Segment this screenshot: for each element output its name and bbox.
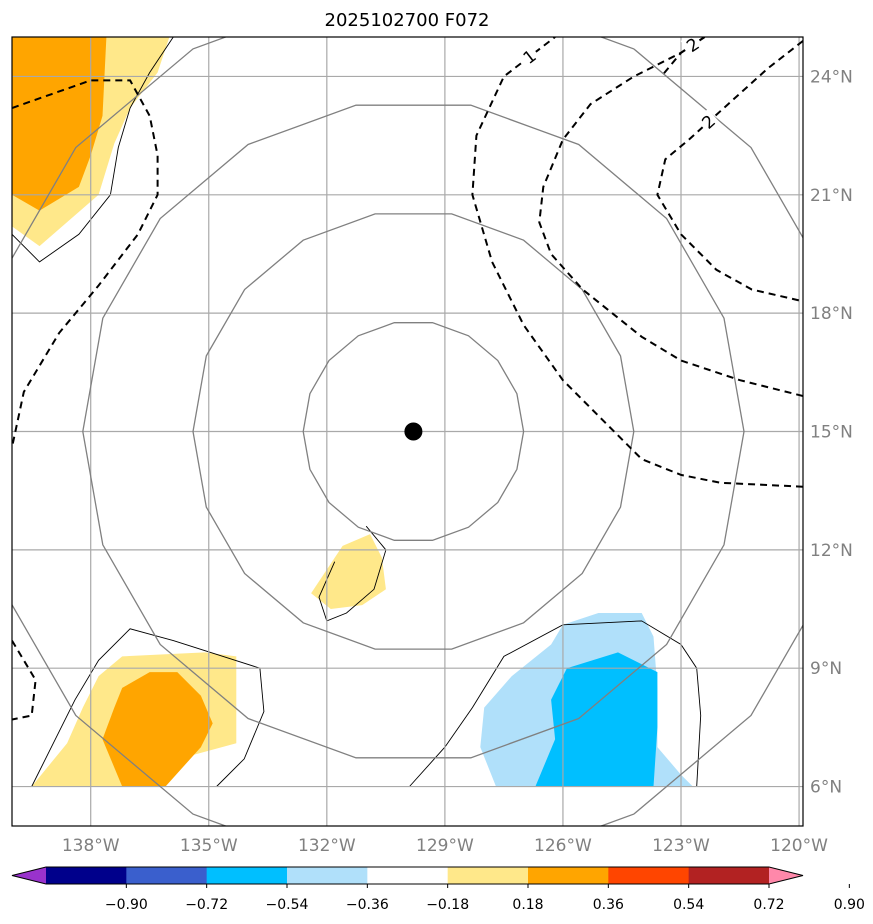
lat-tick-label: 24°N: [810, 67, 853, 87]
dashed-contour-5: [656, 40, 803, 303]
lon-tick-label: 129°W: [416, 836, 474, 856]
lon-tick-label: 132°W: [298, 836, 356, 856]
range-ring-2: [82, 104, 745, 759]
dashed-contour-0: [12, 79, 159, 448]
colorbar-segment: [608, 867, 690, 884]
colorbar-segment: [46, 867, 127, 884]
lat-tick-label: 15°N: [810, 423, 853, 443]
lat-tick-label: 9°N: [810, 659, 842, 679]
colorbar-tick-label: −0.54: [266, 897, 309, 913]
colorbar: −0.90 −0.72 −0.54 −0.36 −0.18 0.18 0.36 0.54 0.7…: [11, 866, 865, 913]
range-ring-1: [192, 213, 635, 650]
lat-tick-label: 12°N: [810, 541, 853, 561]
contour-label-bg: [680, 37, 706, 58]
dashed-contour-1: [12, 640, 37, 721]
colorbar-segment: [126, 867, 208, 884]
colorbar-tick-label: −0.18: [426, 897, 469, 913]
colorbar-extend-low: [12, 867, 46, 884]
lat-tick-label: 21°N: [810, 186, 853, 206]
map-plot-area: 122: [12, 37, 803, 826]
shaded-region-1: [12, 37, 107, 211]
contour-label-bg: [517, 43, 542, 70]
lon-tick-label: 120°W: [770, 836, 828, 856]
colorbar-tick-label: 0.72: [753, 897, 784, 913]
lat-tick-label: 18°N: [810, 304, 853, 324]
chart-title: 2025102700 F072: [325, 10, 490, 31]
axis-labels: 6°N 9°N 12°N 15°N 18°N 21°N 24°N 138°W 135°W 132°…: [62, 67, 853, 856]
colorbar-tick-label: 0.18: [512, 897, 543, 913]
colorbar-segment: [287, 867, 368, 884]
colorbar-tick-label: 0.90: [834, 897, 865, 913]
shaded-region-2: [311, 534, 386, 609]
colorbar-tick-label: −0.72: [185, 897, 228, 913]
colorbar-segment: [206, 867, 288, 884]
contour-label-bg: [695, 109, 722, 135]
colorbar-segment: [528, 867, 609, 884]
lon-tick-label: 123°W: [652, 836, 710, 856]
outline-contour-0: [12, 37, 174, 263]
shaded-region-6: [535, 652, 658, 787]
colorbar-segment: [367, 867, 449, 884]
colorbar-segment: [688, 867, 770, 884]
map-frame: [11, 36, 804, 827]
lon-tick-label: 126°W: [534, 836, 592, 856]
shaded-region-4: [102, 672, 213, 787]
outline-contour-3: [409, 620, 702, 787]
colorbar-tick-label: −0.36: [346, 897, 389, 913]
range-ring-3: [12, 37, 803, 826]
range-ring-0: [302, 322, 525, 541]
colorbar-extend-high: [769, 867, 803, 884]
lat-tick-label: 6°N: [810, 778, 842, 798]
outline-contour-2: [31, 628, 265, 787]
dashed-contour-2: [471, 37, 803, 488]
colorbar-segment: [447, 867, 529, 884]
colorbar-outline: [11, 866, 804, 885]
dashed-contour-4: [538, 37, 803, 397]
storm-center-marker: [404, 422, 423, 441]
colorbar-tick-label: −0.90: [105, 897, 148, 913]
colorbar-tick-label: 0.36: [593, 897, 624, 913]
colorbar-tick-label: 0.54: [673, 897, 704, 913]
lon-tick-label: 135°W: [180, 836, 238, 856]
lon-tick-label: 138°W: [62, 836, 120, 856]
